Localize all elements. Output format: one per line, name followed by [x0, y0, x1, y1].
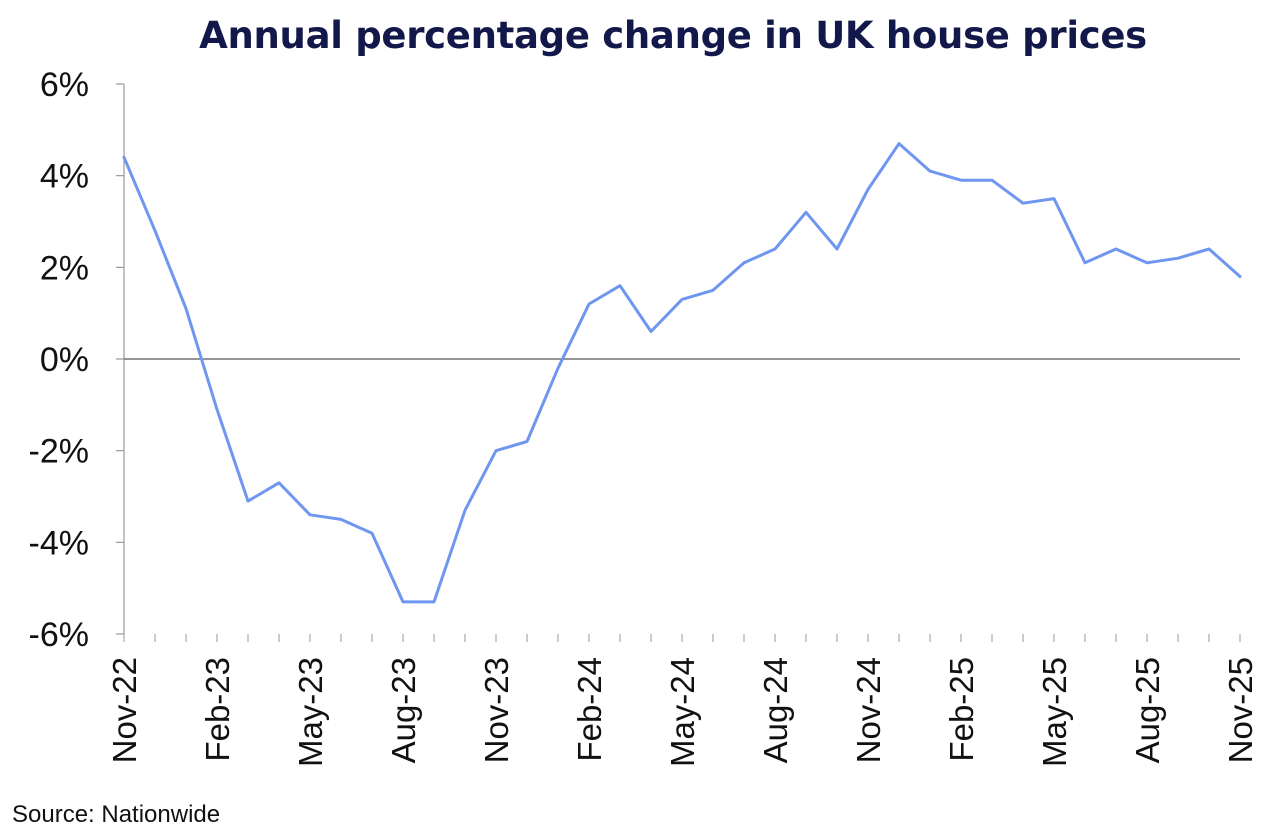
y-tick-label: 2%: [40, 249, 89, 287]
x-tick-label: Aug-23: [385, 657, 422, 763]
source-note: Source: Nationwide: [12, 801, 221, 828]
series-line: [122, 142, 1242, 604]
x-tick-label: Nov-25: [1222, 657, 1259, 763]
x-tick-label: May-25: [1036, 657, 1073, 767]
y-tick-label: -4%: [29, 524, 89, 562]
x-axis-ticks: Nov-22 Feb-23 May-23 Aug-23 Nov-23 Feb-24 May-…: [106, 634, 1259, 767]
x-tick-label: Nov-22: [106, 657, 143, 763]
series-layer: [122, 142, 1242, 604]
x-tick-label: Aug-25: [1129, 657, 1166, 763]
y-tick-label: 6%: [40, 66, 89, 104]
chart-title: Annual percentage change in UK house pri…: [199, 14, 1147, 57]
x-tick-label: Feb-23: [199, 657, 236, 762]
x-tick-label: Feb-24: [571, 657, 608, 762]
y-tick-label: 4%: [40, 158, 89, 196]
x-tick-label: Nov-24: [850, 657, 887, 763]
x-tick-label: May-24: [664, 657, 701, 767]
x-tick-label: Nov-23: [478, 657, 515, 763]
y-tick-label: -6%: [29, 616, 89, 654]
y-axis-ticks: 6% 4% 2% 0% -2% -4% -6%: [29, 66, 124, 654]
x-tick-label: Aug-24: [757, 657, 794, 763]
y-tick-label: -2%: [29, 433, 89, 471]
x-tick-label: May-23: [292, 657, 329, 767]
x-tick-label: Feb-25: [943, 657, 980, 762]
y-tick-label: 0%: [40, 341, 89, 379]
chart-axes: [123, 84, 1240, 634]
